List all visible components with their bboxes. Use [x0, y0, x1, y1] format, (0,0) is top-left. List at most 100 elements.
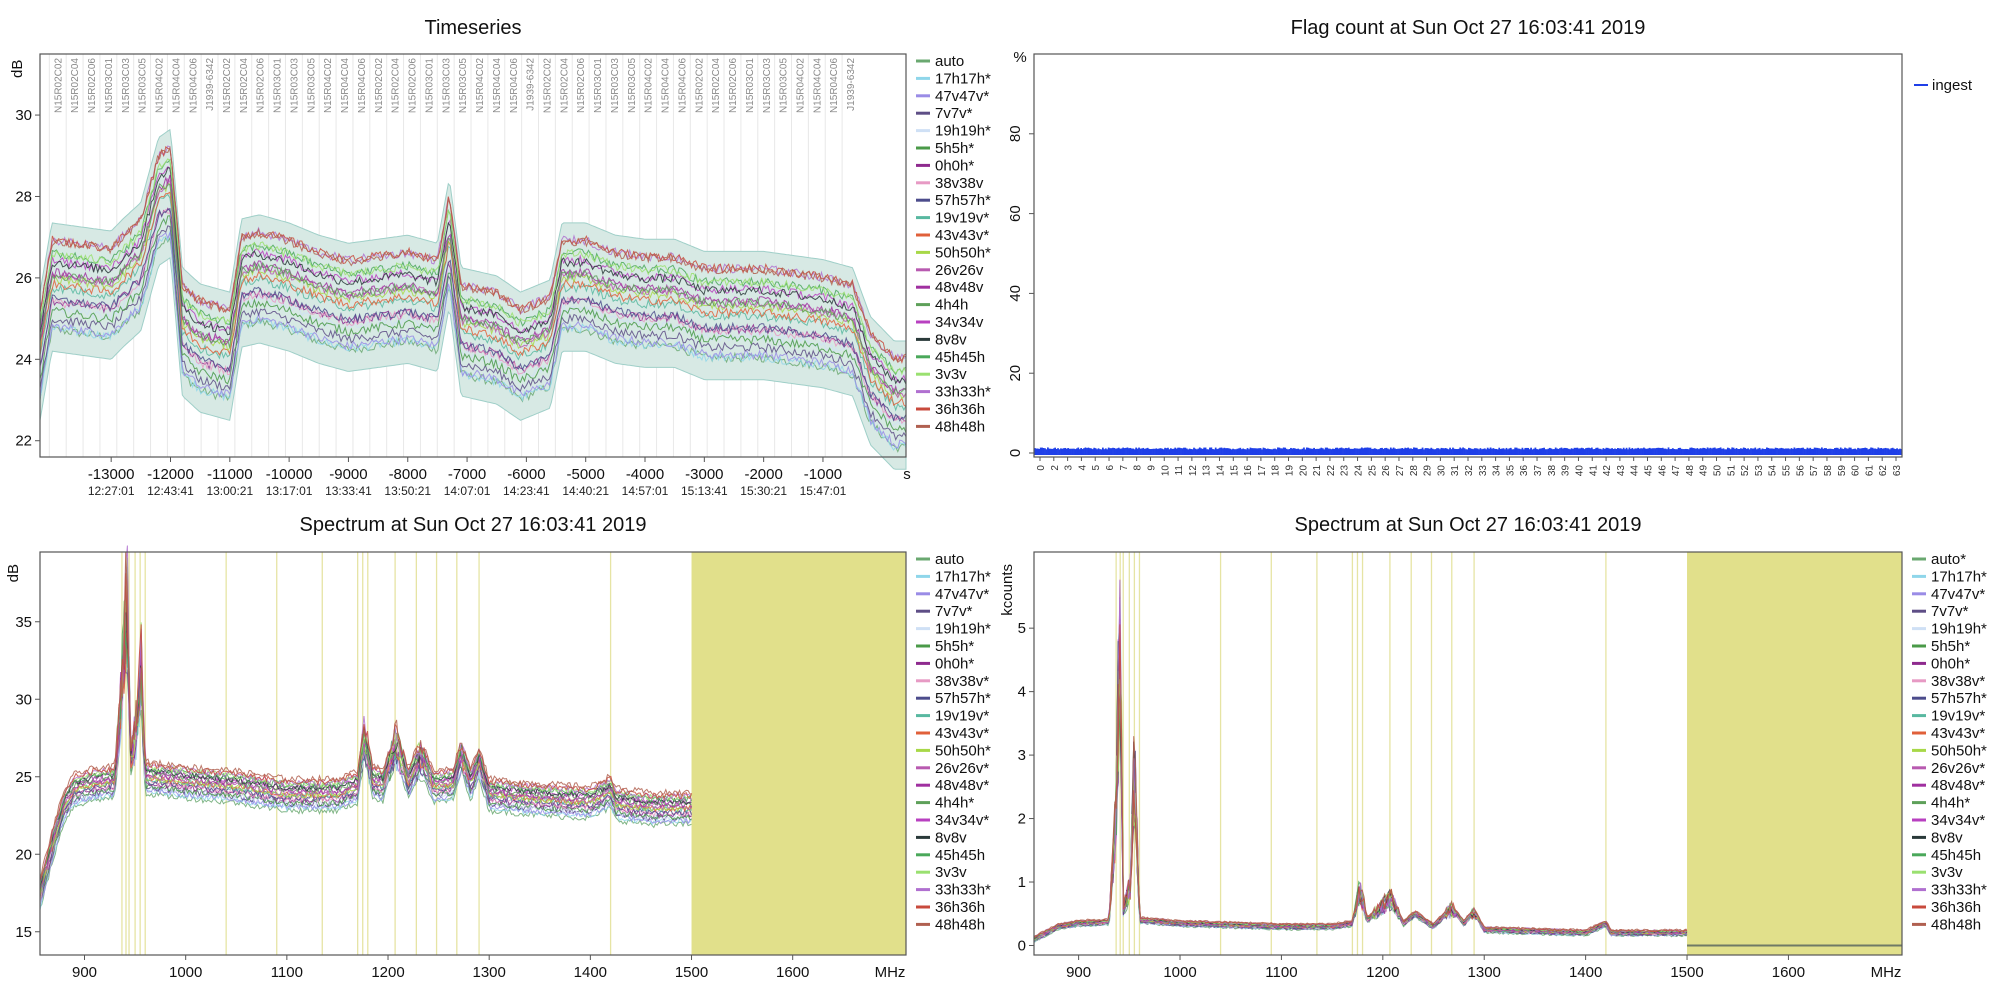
scan-label: N15R02C04 — [239, 58, 250, 113]
flag-bar — [1449, 447, 1451, 456]
flag-bar — [1213, 449, 1216, 456]
flag-bar — [1139, 448, 1142, 456]
flag-bar — [1204, 447, 1207, 456]
spectrum-line — [1033, 684, 1688, 937]
x-tick-label: 45 — [1644, 465, 1655, 477]
flag-bar — [1096, 449, 1098, 456]
legend-label: auto — [935, 53, 964, 70]
flag-bar — [1402, 448, 1405, 456]
flag-bar — [1243, 449, 1246, 456]
flag-bar — [1828, 448, 1830, 456]
x-tick-label: -1000 — [804, 466, 842, 483]
x-tick-time-label: 13:33:41 — [325, 484, 372, 498]
flag-bar — [1376, 449, 1379, 456]
flag-bar — [1530, 447, 1532, 456]
legend-label: 3v3v — [1931, 864, 1963, 881]
x-tick-label: 62 — [1878, 465, 1889, 477]
flag-bar — [1867, 449, 1870, 456]
flag-bar — [1336, 447, 1339, 456]
flag-bar — [1041, 447, 1043, 456]
scan-label: J1939-6342 — [205, 58, 216, 111]
legend-label: 33h33h* — [935, 384, 991, 401]
flag-bar — [1822, 448, 1825, 456]
flag-bar — [1894, 449, 1897, 456]
flag-bar — [1689, 447, 1692, 456]
scan-label: N15R03C05 — [306, 58, 317, 113]
flag-bar — [1454, 449, 1457, 456]
flag-bar — [1803, 448, 1806, 456]
flag-bar — [1508, 448, 1511, 456]
legend-label: 57h57h* — [935, 192, 991, 209]
legend-label: 19v19v* — [1931, 708, 1985, 725]
scan-label: N15R02C04 — [391, 58, 402, 113]
flag-bar — [1034, 448, 1036, 456]
flag-bar — [1386, 448, 1389, 456]
x-tick-time-label: 14:40:21 — [562, 484, 609, 498]
flag-bar — [1384, 448, 1386, 456]
flag-bar — [1401, 448, 1404, 456]
flag-bar — [1478, 449, 1480, 456]
flag-bar — [1794, 448, 1797, 456]
flag-bar — [1891, 447, 1894, 456]
chart-title: Spectrum at Sun Oct 27 16:03:41 2019 — [300, 514, 647, 536]
flag-bar — [1732, 447, 1735, 456]
flag-bar — [1667, 447, 1670, 456]
flag-bar — [1608, 448, 1611, 456]
flag-bar — [1844, 447, 1846, 456]
flag-bar — [1264, 448, 1266, 456]
flag-bar — [1145, 448, 1148, 456]
flag-bar — [1211, 449, 1214, 456]
flag-bar — [1881, 448, 1884, 456]
flag-bar — [1307, 447, 1310, 456]
flag-bar — [1355, 448, 1357, 456]
flag-bar — [1721, 448, 1723, 456]
flag-bar — [1450, 449, 1453, 456]
x-unit-label: s — [903, 466, 911, 483]
flag-bar — [1504, 449, 1506, 456]
spectrum-line — [39, 609, 692, 897]
flag-bar — [1535, 449, 1538, 456]
scan-label: N15R04C04 — [171, 58, 182, 113]
flag-bar — [1601, 449, 1603, 456]
flag-bar — [1871, 447, 1874, 456]
x-tick-label: 44 — [1630, 465, 1641, 477]
legend-label: 8v8v — [1931, 829, 1963, 846]
flag-bar — [1663, 448, 1666, 456]
flag-bar — [1886, 448, 1888, 456]
x-tick-label: 23 — [1340, 465, 1351, 477]
flag-bar — [1495, 448, 1498, 456]
flag-bar — [1074, 449, 1077, 456]
flag-bar — [1899, 448, 1901, 456]
x-tick-label: 22 — [1326, 465, 1337, 477]
flag-bar — [1569, 449, 1572, 456]
flag-bar — [1482, 448, 1485, 456]
flag-bar — [1381, 447, 1383, 456]
flag-bar — [1582, 448, 1585, 456]
legend-label: 8v8v — [935, 331, 967, 348]
flag-bar — [1388, 449, 1391, 456]
flag-bar — [1452, 447, 1454, 456]
legend-label: 26v26v — [935, 262, 984, 279]
x-tick-label: -5000 — [567, 466, 605, 483]
legend-label: 50h50h* — [935, 244, 991, 261]
flag-bar — [1486, 447, 1489, 456]
flag-bar — [1185, 448, 1188, 456]
flag-bar — [1849, 447, 1852, 456]
scan-label: N15R04C04 — [661, 58, 672, 113]
timeseries-line — [39, 225, 907, 441]
flag-bar — [1275, 449, 1278, 456]
flag-bar — [1554, 447, 1557, 456]
x-tick-time-label: 13:50:21 — [384, 484, 431, 498]
flag-bar — [1512, 449, 1515, 456]
flag-bar — [1677, 447, 1680, 456]
flag-bar — [1540, 448, 1543, 456]
flag-bar — [1282, 447, 1285, 456]
x-tick-label: -6000 — [507, 466, 545, 483]
scan-label: N15R02C02 — [374, 58, 385, 113]
flag-bar — [1266, 448, 1269, 456]
legend-label: 17h17h* — [935, 568, 991, 585]
flag-bar — [1048, 448, 1051, 456]
flag-bar — [1200, 448, 1203, 456]
flag-bar — [1318, 448, 1321, 456]
